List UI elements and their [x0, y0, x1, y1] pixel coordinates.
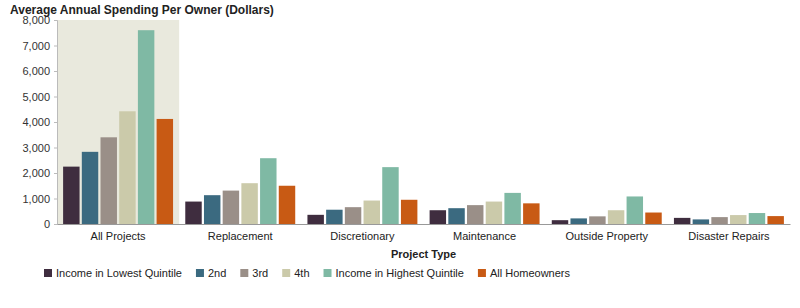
x-tick: Outside Property — [565, 224, 648, 242]
bar — [382, 167, 398, 224]
y-tick-label: 4,000 — [22, 116, 50, 128]
y-tick: 6,000 — [22, 65, 57, 77]
bar — [101, 137, 117, 224]
legend-label: 2nd — [208, 267, 226, 279]
x-axis-title: Project Type — [391, 248, 456, 260]
x-tick: Maintenance — [453, 224, 516, 242]
x-tick-label: Discretionary — [330, 230, 395, 242]
bar — [185, 202, 201, 224]
y-tick-mark — [54, 20, 57, 21]
y-tick-mark — [54, 122, 57, 123]
bar — [279, 186, 295, 224]
legend-swatch — [324, 269, 332, 277]
legend-swatch — [282, 269, 290, 277]
y-tick-label: 2,000 — [22, 167, 50, 179]
bar — [467, 205, 483, 224]
y-tick-label: 3,000 — [22, 142, 50, 154]
bar — [223, 191, 239, 224]
legend-label: 4th — [294, 267, 309, 279]
bar — [138, 30, 154, 224]
bar — [82, 152, 98, 224]
x-tick-label: Replacement — [208, 230, 273, 242]
y-tick-mark — [54, 199, 57, 200]
y-tick-mark — [54, 224, 57, 225]
y-axis-line — [54, 21, 58, 225]
y-tick-mark — [54, 46, 57, 47]
x-axis-line — [58, 224, 791, 225]
highlight-band — [57, 20, 179, 224]
legend-label: 3rd — [252, 267, 268, 279]
y-tick-mark — [54, 71, 57, 72]
y-tick: 7,000 — [22, 40, 57, 52]
bar — [711, 217, 727, 224]
y-tick-label: 5,000 — [22, 91, 50, 103]
bar — [749, 213, 765, 224]
bar — [307, 215, 323, 224]
bar — [63, 167, 79, 224]
bar — [157, 119, 173, 224]
y-tick-label: 7,000 — [22, 40, 50, 52]
bar — [645, 213, 661, 224]
legend-label: All Homeowners — [490, 267, 571, 279]
y-tick-label: 0 — [44, 218, 50, 230]
legend-label: Income in Highest Quintile — [336, 267, 464, 279]
bar — [486, 202, 502, 224]
x-tick-label: Disaster Repairs — [688, 230, 770, 242]
bars — [63, 30, 784, 224]
y-tick: 5,000 — [22, 91, 57, 103]
y-axis: 01,0002,0003,0004,0005,0006,0007,0008,00… — [22, 14, 57, 230]
bar — [552, 220, 568, 224]
bar — [730, 215, 746, 224]
x-axis: All Projects Replacement Discretionary Main… — [58, 224, 791, 242]
bar — [523, 203, 539, 224]
y-tick-mark — [54, 173, 57, 174]
chart-title: Average Annual Spending Per Owner (Dolla… — [10, 3, 274, 17]
bar — [589, 216, 605, 224]
y-tick: 4,000 — [22, 116, 57, 128]
y-tick-mark — [54, 148, 57, 149]
chart: 01,0002,0003,0004,0005,0006,0007,0008,00… — [0, 0, 800, 308]
bar — [260, 158, 276, 224]
bar — [326, 210, 342, 224]
bar — [430, 210, 446, 224]
bar — [364, 201, 380, 224]
y-tick-mark — [54, 97, 57, 98]
x-tick-label: All Projects — [91, 230, 147, 242]
bar — [570, 218, 586, 224]
bar — [627, 196, 643, 224]
x-tick: All Projects — [91, 224, 147, 242]
x-tick: Disaster Repairs — [688, 224, 770, 242]
bar — [767, 216, 783, 224]
bar — [608, 210, 624, 224]
x-tick-label: Maintenance — [453, 230, 516, 242]
bar — [693, 219, 709, 224]
bar — [204, 195, 220, 224]
x-tick-label: Outside Property — [565, 230, 648, 242]
bar — [448, 208, 464, 224]
legend-label: Income in Lowest Quintile — [56, 267, 182, 279]
y-tick: 1,000 — [22, 193, 57, 205]
bar — [119, 111, 135, 224]
bar — [504, 193, 520, 224]
y-tick: 3,000 — [22, 142, 57, 154]
bar — [401, 200, 417, 224]
y-tick-label: 1,000 — [22, 193, 50, 205]
x-tick: Replacement — [208, 224, 273, 242]
bar — [345, 207, 361, 224]
legend-swatch — [196, 269, 204, 277]
y-tick: 0 — [44, 218, 57, 230]
bar — [674, 218, 690, 224]
legend: Income in Lowest Quintile 2nd 3rd 4th Income… — [44, 267, 571, 279]
x-tick: Discretionary — [330, 224, 395, 242]
bar — [241, 183, 257, 224]
legend-swatch — [478, 269, 486, 277]
legend-swatch — [240, 269, 248, 277]
y-tick: 2,000 — [22, 167, 57, 179]
legend-swatch — [44, 269, 52, 277]
y-tick-label: 6,000 — [22, 65, 50, 77]
